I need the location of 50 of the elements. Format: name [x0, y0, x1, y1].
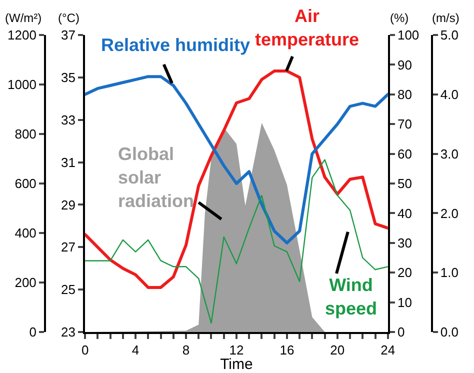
y2-tick-label: 31	[61, 154, 76, 170]
y-tick-label: 1200	[8, 28, 36, 43]
y3-tick-label: 60	[397, 146, 412, 162]
y-axis-title: (m/s)	[432, 11, 460, 25]
y-tick-label: 4.0	[440, 86, 459, 102]
y-tick-label: 800	[14, 126, 36, 142]
y2-tick-label: 33	[61, 112, 76, 128]
y-tick-label: 600	[14, 176, 36, 192]
series-label: Global solar radiation	[118, 144, 194, 211]
y3-tick-label: 80	[397, 86, 412, 102]
y2-tick-label: 25	[61, 282, 76, 298]
y2-tick-label: 35	[61, 70, 76, 85]
x-tick-label: 24	[380, 342, 396, 358]
y2-tick-label: 29	[61, 197, 76, 212]
y3-tick-label: 100	[397, 28, 420, 43]
y2-tick-label: 37	[61, 28, 76, 43]
y-axis-title: (W/m²)	[5, 11, 42, 25]
series-label: Wind speed	[325, 275, 378, 318]
x-tick-label: 12	[229, 342, 244, 358]
y3-tick-label: 30	[397, 235, 412, 250]
y-tick-label: 3.0	[440, 146, 459, 162]
x-tick-label: 8	[182, 342, 190, 358]
y-tick-label: 200	[14, 275, 36, 290]
line-series	[85, 159, 388, 324]
x-tick-label: 4	[132, 342, 140, 358]
y2-axis-title: (°C)	[58, 11, 80, 25]
y-tick-label: 1000	[8, 77, 36, 92]
y-tick-label: 1.0	[440, 265, 459, 280]
y3-tick-label: 70	[397, 116, 412, 132]
y3-tick-label: 0	[397, 324, 405, 340]
y3-tick-label: 40	[397, 206, 412, 221]
y3-tick-label: 10	[397, 294, 412, 310]
x-axis-title: Time	[220, 356, 253, 373]
line-series	[85, 75, 388, 244]
text: 0.0	[440, 324, 459, 340]
x-tick-label: 0	[81, 342, 89, 358]
y-tick-label: 400	[14, 226, 36, 241]
y-tick-label: 0	[29, 324, 36, 340]
y-tick-label: 2.0	[440, 206, 459, 221]
x-tick-label: 20	[330, 342, 345, 358]
x-tick-label: 16	[280, 342, 294, 358]
y2-tick-label: 23	[61, 324, 76, 340]
y2-tick-label: 27	[61, 240, 76, 255]
y3-tick-label: 90	[397, 57, 412, 72]
series-label: Relative humidity	[101, 35, 250, 55]
y3-axis-title: (%)	[390, 11, 409, 25]
y3-tick-label: 20	[397, 265, 412, 280]
series-label: Air temperature	[255, 6, 360, 50]
y3-tick-label: 50	[397, 176, 412, 192]
y-tick-label: 5.0	[440, 28, 459, 43]
